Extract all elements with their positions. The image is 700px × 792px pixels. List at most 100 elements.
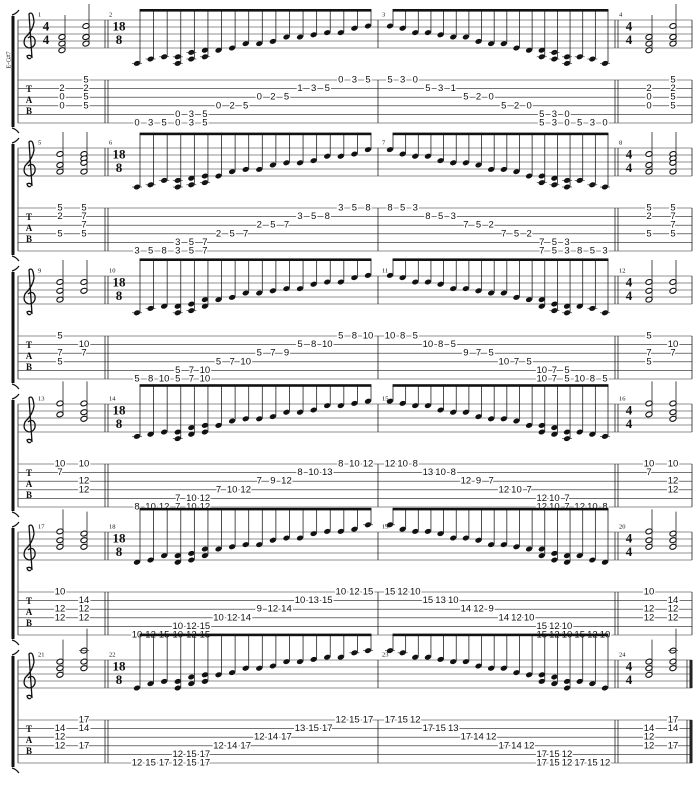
notehead (174, 553, 181, 559)
tab-fret: 10 (186, 493, 197, 504)
time-sig-top: 4 (626, 402, 633, 417)
tab-fret: 10 (668, 459, 679, 470)
measure-number: 23 (382, 651, 389, 658)
notehead (269, 38, 277, 44)
notehead (228, 544, 236, 550)
notehead (386, 398, 394, 404)
tab-fret: 14 (668, 595, 679, 606)
measure-number: 21 (38, 651, 45, 658)
time-sig-bottom: 4 (626, 32, 633, 47)
notehead (283, 659, 290, 665)
notehead (283, 409, 290, 415)
tab-fret: 5 (338, 331, 343, 342)
notehead (412, 153, 419, 159)
tab-fret: 5 (83, 75, 88, 86)
notehead (462, 286, 470, 292)
notehead (256, 166, 263, 172)
tab-fret: 10 (587, 502, 598, 513)
treble-clef (23, 12, 36, 60)
tab-fret: 5 (552, 237, 557, 248)
notehead (487, 290, 495, 296)
notehead (364, 147, 372, 153)
notehead (538, 672, 545, 678)
tab-fret: 17 (461, 732, 472, 743)
notehead (256, 416, 263, 422)
tab-fret: 3 (134, 246, 139, 257)
tab-fret: 17 (536, 758, 547, 769)
notehead (576, 553, 583, 559)
bracket-hook (11, 649, 20, 774)
tab-fret: 5 (400, 203, 405, 214)
tab-fret: 12 (159, 502, 170, 513)
notehead (437, 407, 444, 413)
notehead (487, 41, 495, 47)
tab-fret: 12 (79, 484, 90, 495)
tab-fret: 7 (463, 220, 468, 231)
tab-fret: 10 (55, 459, 66, 470)
measure-number: 3 (382, 11, 385, 18)
notehead (412, 528, 419, 534)
notehead (283, 535, 290, 541)
measure-number: 10 (109, 267, 116, 274)
tab-fret: 9 (284, 348, 289, 359)
notehead (563, 559, 571, 565)
measure-number: 17 (38, 523, 45, 530)
tab-fret: 12 (511, 612, 522, 623)
notehead (310, 281, 317, 287)
tab-fret: 17 (322, 723, 333, 734)
notehead (525, 297, 533, 303)
tab-fret: 14 (227, 740, 238, 751)
notehead (215, 297, 222, 303)
notehead (412, 654, 419, 660)
notehead (160, 553, 168, 559)
tab-fret: 12 (668, 476, 679, 487)
tab-label: A (26, 735, 33, 745)
notehead (256, 665, 263, 671)
beam (139, 9, 372, 12)
tab-fret: 17 (200, 758, 211, 769)
notehead (525, 672, 533, 678)
notehead (450, 34, 457, 40)
notehead (324, 528, 331, 534)
tab-fret: 10 (644, 459, 655, 470)
tab-fret: 12 (562, 758, 573, 769)
beam (392, 507, 609, 511)
tab-fret: 7 (270, 348, 275, 359)
tab-fret: 3 (311, 83, 316, 94)
tab-fret: 12 (213, 740, 224, 751)
notehead (424, 30, 432, 36)
notehead (424, 403, 432, 409)
notehead (337, 153, 345, 159)
tab-fret: 10 (448, 595, 459, 606)
tab-label: T (26, 212, 32, 222)
notehead (399, 25, 406, 31)
tab-fret: 8 (387, 203, 392, 214)
tab-fret: 2 (229, 100, 234, 111)
tab-fret: 10 (227, 484, 238, 495)
tab-fret: 12 (79, 476, 90, 487)
tab-fret: 0 (646, 92, 651, 103)
notehead (215, 546, 222, 552)
tab-fret: 12 (668, 612, 679, 623)
tab-fret: 0 (134, 118, 139, 129)
tab-fret: 8 (425, 211, 430, 222)
tab-fret: 9 (489, 604, 494, 615)
tab-fret: 7 (476, 348, 481, 359)
tab-fret: 0 (564, 109, 569, 120)
notehead (201, 422, 209, 428)
time-sig-bottom: 4 (626, 288, 633, 303)
time-sig-top: 4 (626, 146, 633, 161)
measure-number: 7 (382, 139, 386, 146)
notehead (551, 550, 558, 556)
notehead (450, 286, 457, 292)
tab-fret: 7 (57, 348, 62, 359)
notehead (487, 542, 495, 548)
measure-number: 22 (109, 651, 116, 658)
notehead (351, 400, 358, 406)
notehead (551, 175, 558, 181)
notehead (424, 153, 432, 159)
tab-fret: 14 (240, 612, 251, 623)
tab-fret: 3 (175, 246, 180, 257)
time-sig-bottom: 8 (116, 672, 123, 687)
tab-fret: 7 (564, 502, 569, 513)
